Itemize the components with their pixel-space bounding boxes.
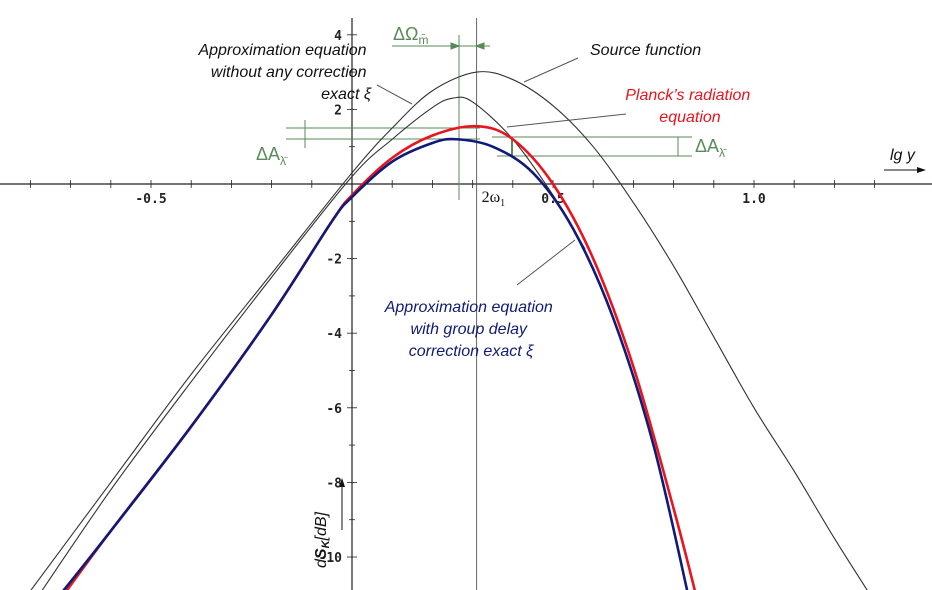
x-axis-arrow-head xyxy=(917,167,926,173)
delta-a-left-sub: λ̄ xyxy=(280,154,288,168)
leader-planck xyxy=(506,113,627,128)
delta-omega-sub: m̄ xyxy=(418,33,428,47)
y-label-bold: S xyxy=(313,548,330,559)
delta-omega-arrow-right xyxy=(474,42,485,50)
series-line-3 xyxy=(62,137,689,590)
annotation-leaders xyxy=(376,57,627,286)
annotation-approx-group-delay: Approximation equation with group delay … xyxy=(384,299,558,360)
ann1-line1: Approximation equation xyxy=(197,42,366,59)
ann4-line2: with group delay xyxy=(411,321,529,338)
ann1-line2: without any correction xyxy=(211,64,367,81)
axes: -0.5 0.5 1.0 4 2 -2 -4 -6 -8 -10 xyxy=(0,18,932,590)
y-tick-label: -4 xyxy=(326,327,342,342)
curves xyxy=(30,71,868,590)
series-line-0 xyxy=(30,71,868,590)
delta-a-left-main: ΔA xyxy=(256,144,280,164)
x-tick-labels: -0.5 0.5 1.0 xyxy=(135,192,766,207)
annotation-source-function: Source function xyxy=(590,42,701,59)
y-tick-label: -8 xyxy=(326,476,342,491)
delta-a-right-label: ΔAλ̄ xyxy=(695,136,727,160)
delta-omega-main: ΔΩ xyxy=(393,24,418,44)
ann3-line1: Planck’s radiation xyxy=(625,87,750,104)
y-tick-label: -6 xyxy=(326,402,342,417)
y-label-prefix: d xyxy=(313,558,330,568)
omega-marker-main: 2ω xyxy=(482,189,501,206)
y-minor-ticks xyxy=(347,34,357,558)
ann1-line3: exact ξ xyxy=(321,86,372,103)
delta-a-left-label: ΔAλ̄ xyxy=(256,144,288,168)
x-tick-label: -0.5 xyxy=(135,192,166,207)
annotation-approx-no-correction: Approximation equation without any corre… xyxy=(197,42,371,103)
dimension-annotations xyxy=(286,35,692,200)
x-tick-label: 1.0 xyxy=(742,192,766,207)
y-tick-label: 4 xyxy=(334,29,342,44)
ann4-line1: Approximation equation xyxy=(384,299,553,316)
y-axis-label: dSK[dB] xyxy=(313,511,332,568)
omega-marker-label: 2ω1 xyxy=(482,189,506,209)
delta-a-right-sub: λ̄ xyxy=(719,146,727,160)
ann4-line3: correction exact ξ xyxy=(409,343,534,360)
y-label-suffix: [dB] xyxy=(313,511,330,541)
leader-source xyxy=(523,57,579,83)
omega-marker-sub: 1 xyxy=(500,198,505,209)
delta-omega-arrow-left xyxy=(450,42,461,50)
x-axis-label: lg y xyxy=(890,147,916,164)
annotation-planck: Planck’s radiation equation xyxy=(625,87,755,126)
leader-approx-no-corr xyxy=(376,84,413,105)
y-tick-label: -2 xyxy=(326,253,342,268)
x-minor-ticks xyxy=(29,180,875,188)
y-tick-label: -10 xyxy=(319,551,343,566)
y-tick-label: 2 xyxy=(334,103,342,118)
ann3-line2: equation xyxy=(659,109,720,126)
leader-approx-group xyxy=(516,239,576,286)
ann2-line1: Source function xyxy=(590,42,701,59)
delta-a-right-main: ΔA xyxy=(695,136,719,156)
y-tick-labels: 4 2 -2 -4 -6 -8 -10 xyxy=(319,29,343,566)
y-label-sub: K xyxy=(320,539,332,548)
delta-omega-label: ΔΩm̄ xyxy=(393,24,428,47)
y-axis-arrow-head xyxy=(339,478,345,487)
